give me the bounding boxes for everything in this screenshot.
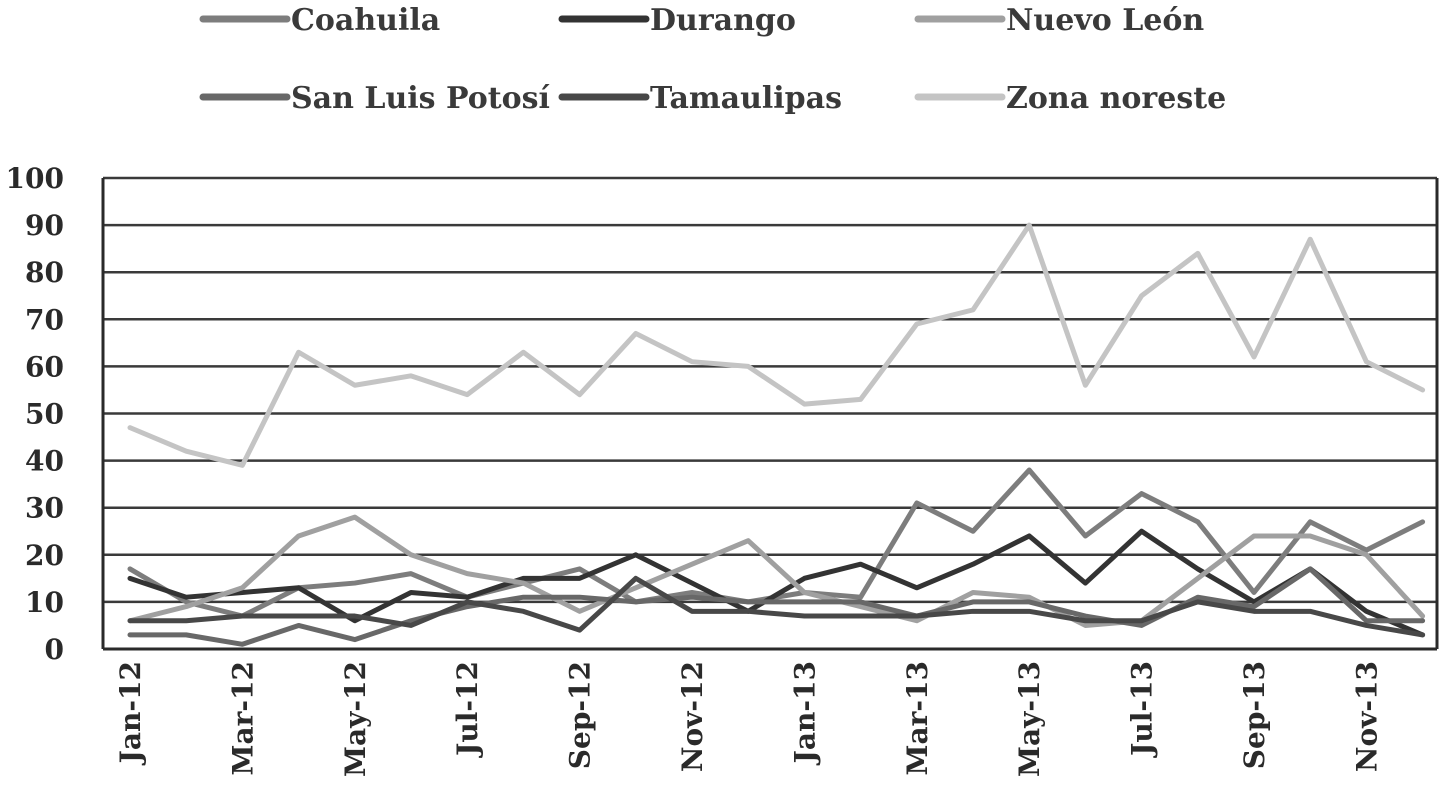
- y-tick-label-40: 40: [25, 445, 64, 478]
- y-tick-label-30: 30: [25, 492, 64, 525]
- series-line-san-luis-potos-: [127, 566, 1426, 647]
- x-tick-label-May-13: May-13: [1013, 661, 1046, 777]
- x-tick-label-Sep-13: Sep-13: [1238, 661, 1271, 769]
- y-tick-label-10: 10: [25, 586, 64, 619]
- x-tick-label-Jan-13: Jan-13: [788, 661, 821, 766]
- series-line-zona-noreste: [127, 222, 1426, 468]
- y-axis-tick-labels: 0 10 20 30 40 50 60 70 80 90 100: [6, 162, 64, 666]
- legend-label-coahuila: Coahuila: [291, 3, 440, 38]
- x-tick-label-Mar-12: Mar-12: [226, 661, 259, 775]
- y-tick-label-50: 50: [25, 398, 64, 431]
- legend-label-durango: Durango: [650, 3, 796, 38]
- y-tick-label-20: 20: [25, 539, 64, 572]
- x-tick-label-Nov-13: Nov-13: [1350, 661, 1383, 772]
- y-tick-label-100: 100: [6, 162, 64, 195]
- x-tick-label-Mar-13: Mar-13: [901, 661, 934, 775]
- y-tick-label-90: 90: [25, 209, 64, 242]
- legend: Coahuila Durango Nuevo León San Luis Potosí…: [199, 3, 1226, 116]
- legend-label-tamaulipas: Tamaulipas: [650, 81, 842, 116]
- x-tick-label-Nov-12: Nov-12: [676, 661, 709, 772]
- x-tick-label-Sep-12: Sep-12: [564, 661, 597, 769]
- y-tick-label-70: 70: [25, 303, 64, 336]
- series-line-nuevo-le-n: [127, 514, 1426, 628]
- series-line-tamaulipas: [127, 575, 1426, 638]
- series-line-durango: [127, 528, 1426, 638]
- x-tick-label-Jul-13: Jul-13: [1126, 661, 1159, 759]
- legend-label-san-luis-potos-: San Luis Potosí: [291, 81, 551, 116]
- x-axis-tick-labels: Jan-12 Mar-12 May-12 Jul-12 Sep-12 Nov-12 Jan-…: [114, 661, 1383, 777]
- x-tick-label-Jul-12: Jul-12: [451, 661, 484, 759]
- gridlines: [103, 176, 1437, 604]
- y-tick-label-0: 0: [45, 633, 64, 666]
- legend-label-nuevo-le-n: Nuevo León: [1006, 3, 1204, 38]
- axes: [101, 178, 1439, 651]
- y-tick-label-60: 60: [25, 350, 64, 383]
- x-tick-label-May-12: May-12: [339, 661, 372, 777]
- y-tick-label-80: 80: [25, 256, 64, 289]
- x-tick-label-Jan-12: Jan-12: [114, 661, 147, 766]
- series-lines: [127, 222, 1426, 647]
- legend-label-zona-noreste: Zona noreste: [1006, 81, 1226, 116]
